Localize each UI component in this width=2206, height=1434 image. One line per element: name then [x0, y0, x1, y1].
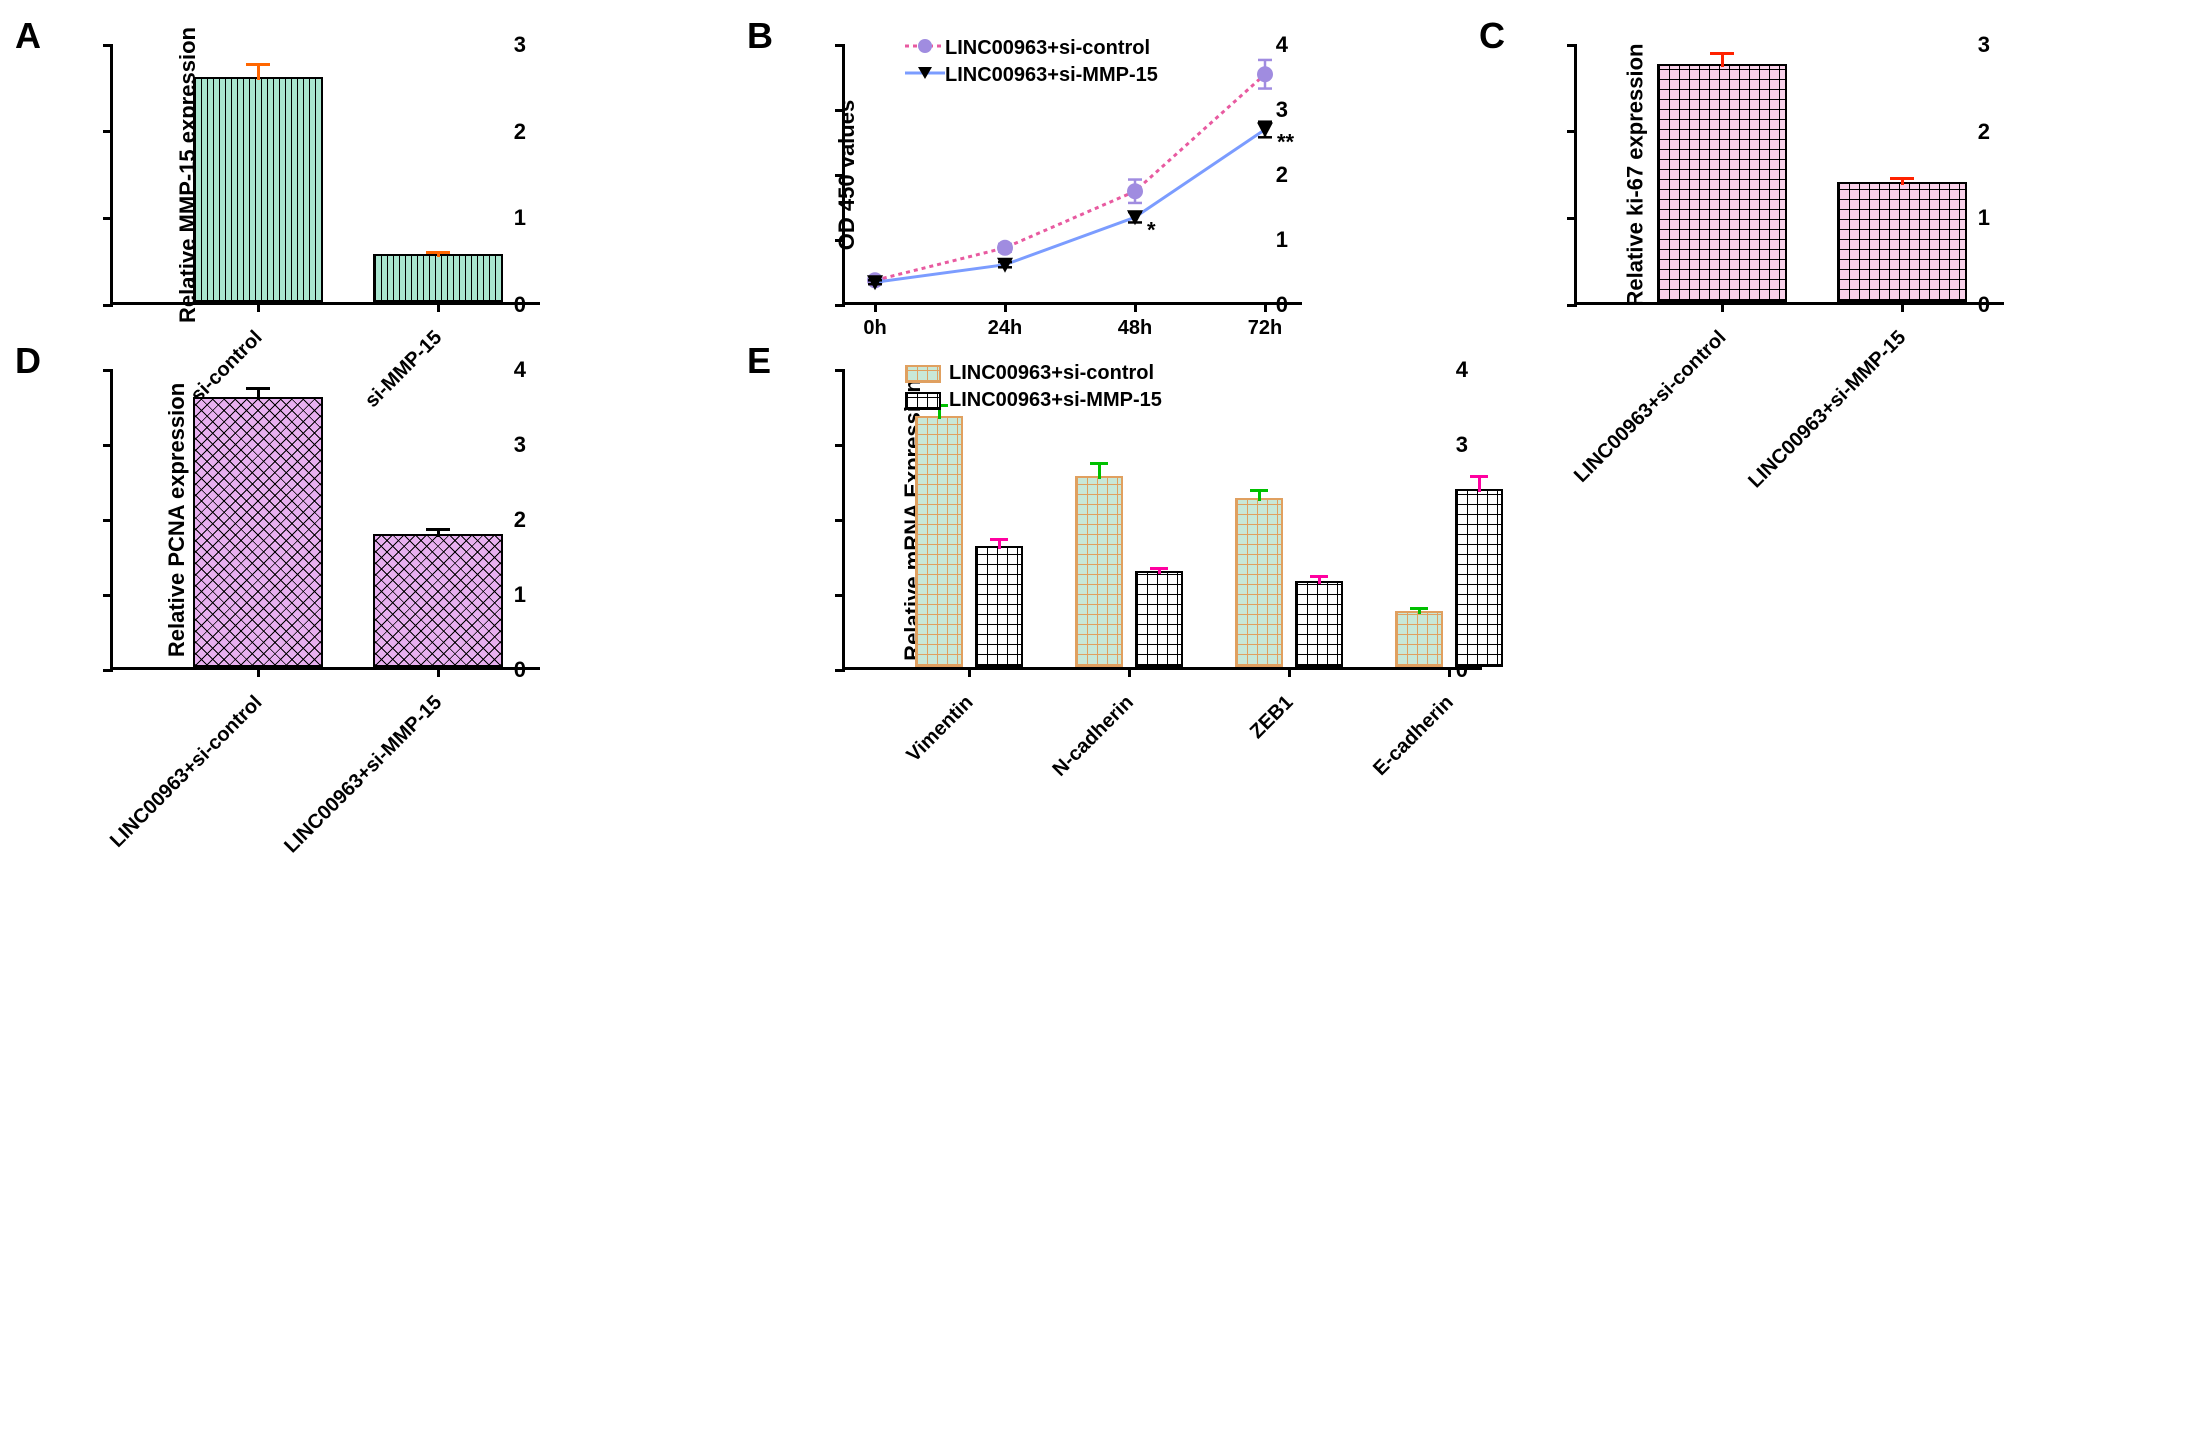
panel-a: A Relative MMP-15 expression 0123si-cont…: [20, 20, 722, 305]
panel-d-plot: 01234LINC00963+si-controlLINC00963+si-MM…: [110, 370, 540, 670]
panel-a-plot: 0123si-controlsi-MMP-15: [110, 45, 540, 305]
ytick-label: 1: [514, 582, 526, 608]
bar: [373, 534, 503, 668]
x-category-label: 24h: [988, 317, 1022, 340]
ytick-label: 3: [1456, 432, 1468, 458]
bar: [373, 254, 503, 302]
x-category-label: 72h: [1248, 317, 1282, 340]
panel-e-chart: Relative mRNA Expression 01234VimentinN-…: [842, 370, 2186, 670]
ytick-label: 2: [514, 119, 526, 145]
panel-d-label: D: [15, 340, 41, 382]
x-group-label: ZEB1: [1246, 691, 1298, 743]
panel-c-label: C: [1479, 15, 1505, 57]
ytick-label: 0: [1978, 292, 1990, 318]
panel-b-label: B: [747, 15, 773, 57]
ytick-label: 3: [514, 32, 526, 58]
panel-e: E Relative mRNA Expression 01234Vimentin…: [752, 345, 2186, 670]
legend-label: LINC00963+si-control: [949, 362, 1154, 385]
ytick-label: 3: [1978, 32, 1990, 58]
panel-c-chart: Relative ki-67 expression 0123LINC00963+…: [1574, 45, 2186, 305]
panel-c: C Relative ki-67 expression 0123LINC0096…: [1484, 20, 2186, 305]
ytick-label: 3: [514, 432, 526, 458]
x-category-label: LINC00963+si-MMP-15: [280, 691, 447, 858]
ytick-label: 0: [514, 657, 526, 683]
panel-e-plot: 01234VimentinN-cadherinZEB1E-cadherinLIN…: [842, 370, 1482, 670]
figure-grid: A Relative MMP-15 expression 0123si-cont…: [20, 20, 2186, 670]
ytick-label: 1: [1978, 205, 1990, 231]
panel-a-label: A: [15, 15, 41, 57]
ytick-label: 1: [514, 205, 526, 231]
bar: [1395, 611, 1443, 667]
ytick-label: 4: [514, 357, 526, 383]
ytick-label: 2: [514, 507, 526, 533]
legend-label: LINC00963+si-control: [945, 37, 1150, 60]
bar: [193, 397, 323, 667]
bar: [1455, 489, 1503, 668]
x-group-label: E-cadherin: [1369, 691, 1458, 780]
legend-label: LINC00963+si-MMP-15: [949, 389, 1162, 412]
bar: [193, 77, 323, 302]
ytick-label: 4: [1456, 357, 1468, 383]
x-category-label: 0h: [863, 317, 886, 340]
panel-b-chart: OD 450 values 012340h24h48h72h*** LINC00…: [842, 45, 1454, 305]
x-group-label: N-cadherin: [1048, 691, 1138, 781]
panel-c-plot: 0123LINC00963+si-controlLINC00963+si-MMP…: [1574, 45, 2004, 305]
panel-a-chart: Relative MMP-15 expression 0123si-contro…: [110, 45, 722, 305]
bar: [1295, 581, 1343, 667]
panel-e-legend: LINC00963+si-control LINC00963+si-MMP-15: [905, 362, 1162, 416]
bar: [975, 546, 1023, 668]
svg-text:**: **: [1277, 130, 1295, 155]
ytick-label: 2: [1978, 119, 1990, 145]
x-category-label: 48h: [1118, 317, 1152, 340]
bar: [915, 416, 963, 667]
svg-text:*: *: [1147, 217, 1156, 242]
bar: [1837, 182, 1967, 302]
x-group-label: Vimentin: [902, 691, 978, 767]
panel-b-legend: LINC00963+si-control LINC00963+si-MMP-15: [905, 37, 1158, 91]
bar: [1235, 498, 1283, 667]
x-category-label: LINC00963+si-control: [106, 691, 267, 852]
bar: [1075, 476, 1123, 667]
bar: [1135, 571, 1183, 667]
panel-d-chart: Relative PCNA expression 01234LINC00963+…: [110, 370, 722, 670]
legend-label: LINC00963+si-MMP-15: [945, 64, 1158, 87]
panel-b: B OD 450 values 012340h24h48h72h*** LINC…: [752, 20, 1454, 305]
panel-d: D Relative PCNA expression 01234LINC0096…: [20, 345, 722, 670]
panel-b-plot: 012340h24h48h72h*** LINC00963+si-control…: [842, 45, 1302, 305]
panel-e-label: E: [747, 340, 771, 382]
bar: [1657, 64, 1787, 302]
ytick-label: 0: [514, 292, 526, 318]
